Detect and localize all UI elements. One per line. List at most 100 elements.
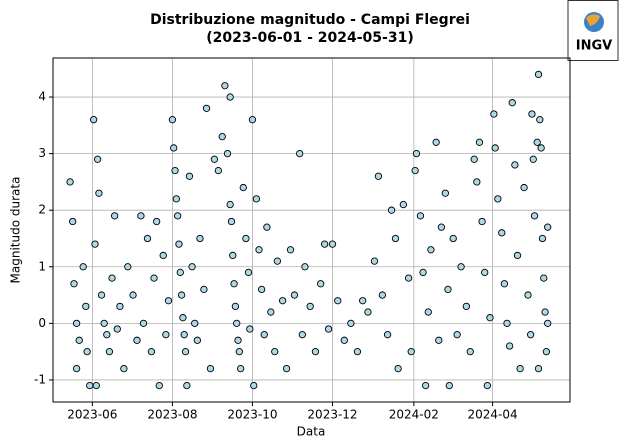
logo-land <box>586 14 600 26</box>
point <box>202 104 211 113</box>
point <box>498 229 506 237</box>
point <box>328 240 337 248</box>
point <box>244 268 253 277</box>
chart-subtitle: (2023-06-01 - 2024-05-31) <box>206 30 413 46</box>
point <box>526 331 535 339</box>
point <box>320 240 329 248</box>
point <box>231 302 240 311</box>
point <box>278 297 287 305</box>
x-tick-label: 2024-04 <box>468 408 518 422</box>
point <box>153 217 161 226</box>
point <box>137 212 145 220</box>
point <box>286 246 295 254</box>
point <box>394 364 402 373</box>
point <box>150 274 158 282</box>
point <box>282 364 291 373</box>
point <box>528 110 536 118</box>
point <box>306 302 314 311</box>
y-tick-label: 1 <box>38 259 46 273</box>
x-axis-label: Data <box>297 425 326 439</box>
point <box>116 302 124 311</box>
point <box>416 212 425 220</box>
point <box>95 189 103 197</box>
point <box>364 308 372 316</box>
point <box>273 257 282 265</box>
point <box>242 234 250 243</box>
point <box>72 364 81 373</box>
point <box>444 285 452 294</box>
point <box>143 234 152 243</box>
point <box>180 331 188 339</box>
point <box>298 331 306 339</box>
point <box>181 347 190 356</box>
point <box>206 364 215 373</box>
point <box>378 291 387 299</box>
point <box>267 308 275 316</box>
point <box>491 144 499 152</box>
point <box>193 336 201 344</box>
point <box>93 155 102 163</box>
point <box>147 347 156 356</box>
point <box>113 325 121 333</box>
point <box>239 183 247 192</box>
point <box>536 116 544 124</box>
point <box>230 280 238 288</box>
point <box>290 291 299 299</box>
y-axis-label: Magnitudo durata <box>9 177 23 284</box>
point <box>359 297 367 305</box>
y-tick-label: 3 <box>38 146 46 160</box>
point <box>524 291 532 299</box>
point <box>296 149 304 158</box>
point <box>516 364 524 373</box>
x-tick-label: 2023-12 <box>307 408 357 422</box>
point <box>233 319 241 328</box>
point <box>445 381 453 390</box>
point <box>257 285 266 294</box>
point <box>541 308 549 316</box>
point <box>347 319 355 328</box>
point <box>544 223 552 231</box>
point <box>530 212 539 220</box>
plot-frame <box>52 57 571 403</box>
point <box>72 319 81 328</box>
point <box>235 347 243 356</box>
point <box>105 347 114 356</box>
point <box>441 189 449 197</box>
point <box>91 240 99 248</box>
point <box>411 166 419 175</box>
point <box>246 325 254 333</box>
point <box>473 178 481 186</box>
point <box>226 200 234 209</box>
point <box>177 291 186 299</box>
point <box>124 263 132 271</box>
point <box>340 336 348 344</box>
point <box>513 251 522 260</box>
point <box>111 212 119 220</box>
point <box>486 314 494 322</box>
point <box>481 268 489 277</box>
point <box>174 212 182 220</box>
point <box>188 263 196 271</box>
point <box>449 234 457 243</box>
point <box>171 166 179 175</box>
point <box>82 302 90 311</box>
point <box>164 297 173 305</box>
point <box>544 319 552 328</box>
point <box>427 246 435 254</box>
point <box>214 166 222 175</box>
point <box>437 223 446 231</box>
point <box>191 319 199 328</box>
point <box>159 251 167 260</box>
point <box>92 381 100 390</box>
point <box>210 155 219 163</box>
point <box>475 138 484 146</box>
point <box>534 70 543 79</box>
point <box>100 319 108 328</box>
point <box>511 161 519 169</box>
point <box>108 274 116 282</box>
point <box>227 217 236 226</box>
point <box>503 319 511 328</box>
point <box>399 200 408 209</box>
point <box>196 234 204 243</box>
point <box>533 138 541 146</box>
